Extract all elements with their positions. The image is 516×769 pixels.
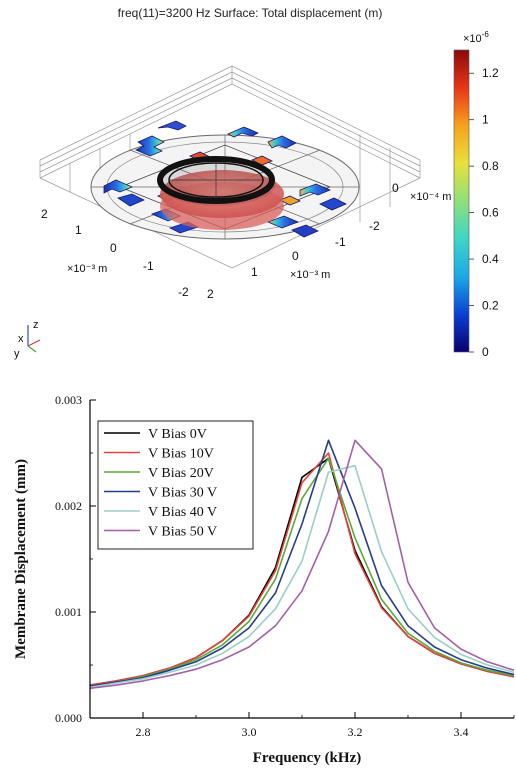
left-axis-unit: ×10⁻³ m [67,263,107,275]
simulation-plot: 2 1 0 -1 -2 ×10⁻³ m 2 1 0 -1 -2 ×10⁻³ m … [14,30,499,360]
legend-box [97,420,254,550]
legend-entry-4: V Bias 40 V [148,505,217,520]
series-line-1 [89,452,515,686]
legend: V Bias 0V V Bias 10V V Bias 20V V Bias 30 V… [97,420,254,550]
legend-entry-5: V Bias 50 V [148,525,217,540]
colorbar: ×10-6 0 0.2 0.4 0.6 0.8 1 1.2 [453,30,499,359]
colorbar-tick-label: 1.2 [482,66,499,80]
series-line-5 [89,439,515,690]
legend-entry-1: V Bias 10V [148,447,214,462]
x-tick-label: 3.2 [348,725,363,739]
left-axis-ticks: 2 1 0 -1 -2 [41,207,189,299]
z-axis-unit: ×10⁻⁴ m [410,191,451,203]
colorbar-tick-label: 0 [482,345,489,359]
x-tick-label: 2.8 [136,725,151,739]
right-axis-tick-label: -2 [369,219,380,233]
y-axis-label: Membrane Displacement (mm) [13,459,29,659]
right-axis-ticks: 2 1 0 -1 -2 [207,219,380,301]
triad-y-label: y [14,348,20,360]
right-axis-unit: ×10⁻³ m [290,269,330,281]
right-axis-tick-label: 2 [207,287,214,301]
membrane [157,156,284,230]
x-axis-label: Frequency (kHz) [253,750,361,766]
colorbar-tick-label: 0.8 [482,159,499,173]
left-axis-tick-label: 1 [75,223,82,237]
series-line-4 [89,464,515,689]
colorbar-tick-label: 0.6 [482,206,499,220]
colorbar-tick-label: 0.2 [482,299,499,313]
y-tick-label: 0.002 [55,499,82,513]
right-axis-tick-label: 1 [251,265,258,279]
x-tick-label: 3.0 [242,725,257,739]
bounding-box-grid [39,65,421,269]
y-tick-label: 0.000 [55,711,82,725]
right-axis-tick-label: 0 [292,249,299,263]
colorbar-tick-label: 0.4 [482,252,499,266]
left-axis-tick-label: -2 [178,285,189,299]
triad-z-label: z [33,319,39,331]
z-axis-tick-label: 0 [392,181,399,195]
legend-entry-3: V Bias 30 V [148,486,217,501]
x-tick-label: 3.4 [454,725,469,739]
y-tick-label: 0.003 [55,393,82,407]
colorbar-exponent: ×10-6 [463,30,489,45]
left-axis-tick-label: 0 [110,241,117,255]
orientation-triad: z x y [14,319,41,360]
right-axis-tick-label: -1 [335,235,346,249]
simulation-title: freq(11)=3200 Hz Surface: Total displace… [117,6,383,20]
legend-entry-2: V Bias 20V [148,466,214,481]
legend-entry-0: V Bias 0V [148,427,207,442]
colorbar-tick-label: 1 [482,113,489,127]
triad-x-label: x [18,333,24,345]
series-line-2 [89,457,515,687]
left-axis-tick-label: -1 [143,259,154,273]
colorbar-gradient [453,49,470,353]
series-line-3 [89,439,515,687]
left-axis-tick-label: 2 [41,207,48,221]
y-tick-label: 0.001 [55,605,82,619]
